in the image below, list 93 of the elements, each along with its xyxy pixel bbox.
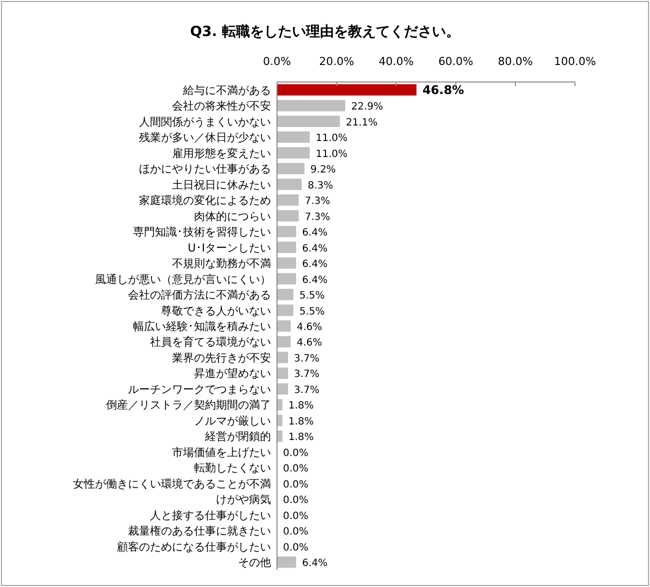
bar — [277, 368, 288, 379]
y-tick-label: 土日祝日に休みたい — [172, 178, 271, 192]
data-label: 7.3% — [304, 212, 330, 223]
data-label: 6.4% — [302, 558, 328, 570]
bar — [277, 178, 302, 190]
bar — [277, 210, 299, 222]
y-tick-label: 給与に不満がある — [182, 84, 271, 97]
y-tick-label: 経営が閉鎖的 — [204, 430, 271, 444]
y-tick-label: その他 — [238, 556, 271, 570]
data-label: 3.7% — [294, 353, 320, 364]
data-label: 6.4% — [302, 243, 328, 254]
data-label: 3.7% — [294, 369, 320, 380]
bar — [277, 162, 304, 174]
data-label: 4.6% — [296, 338, 322, 349]
data-label: 9.2% — [310, 164, 336, 176]
y-tick-label: 肉体的につらい — [194, 210, 271, 223]
bar — [277, 320, 291, 332]
data-label: 6.4% — [302, 259, 328, 270]
y-tick-label: 女性が働きにくい環境であることが不満 — [73, 477, 271, 490]
data-label: 0.0% — [283, 479, 308, 490]
x-tick-label: 100.0% — [554, 55, 596, 68]
data-label: 1.8% — [288, 432, 314, 444]
y-tick-label: 転勤したくない — [194, 462, 271, 475]
bar — [277, 352, 288, 364]
y-tick-label: ほかにやりたい仕事がある — [139, 162, 271, 176]
bar — [277, 336, 291, 348]
y-tick-label: 市場価値を上げたい — [172, 446, 271, 459]
data-label: 7.3% — [304, 196, 330, 208]
bar — [277, 414, 282, 426]
data-label: 21.1% — [346, 117, 378, 128]
y-tick-label: 残業が多い／休日が少ない — [139, 131, 271, 144]
x-tick-label: 60.0% — [438, 55, 474, 68]
bar — [277, 100, 346, 112]
y-tick-label: 顧客のためになる仕事がしたい — [117, 540, 271, 554]
y-tick-label: 尊敬できる人がいない — [161, 304, 271, 318]
y-tick-label: 家庭環境の変化によるため — [139, 194, 271, 208]
data-label: 22.9% — [351, 102, 384, 113]
y-tick-label: U･Iターンしたい — [188, 241, 271, 254]
bar — [277, 147, 310, 159]
y-tick-label: 雇用形態を変えたい — [172, 146, 271, 160]
bar — [277, 84, 416, 96]
bar — [277, 242, 296, 253]
data-label: 11.0% — [316, 133, 348, 144]
data-label: 46.8% — [422, 82, 464, 97]
x-tick-label: 80.0% — [498, 55, 533, 68]
data-label: 1.8% — [288, 416, 314, 428]
bar — [277, 304, 294, 316]
bar — [277, 383, 288, 395]
data-label: 0.0% — [283, 510, 308, 522]
y-tick-label: 業界の先行きが不安 — [172, 351, 271, 364]
bar — [277, 556, 296, 568]
y-tick-label: 昇進が望めない — [194, 367, 271, 380]
data-label: 0.0% — [283, 526, 308, 538]
bar — [277, 226, 296, 238]
y-tick-label: 人と接する仕事がしたい — [150, 508, 271, 522]
y-tick-label: 不規則な勤務が不満 — [172, 257, 271, 270]
data-label: 8.3% — [308, 180, 334, 192]
y-tick-label: 幅広い経験･知識を積みたい — [133, 320, 271, 333]
y-tick-label: 裁量権のある仕事に就きたい — [128, 524, 271, 538]
data-label: 6.4% — [302, 228, 328, 239]
data-label: 11.0% — [316, 148, 348, 160]
y-tick-label: ルーチンワークでつまらない — [128, 382, 271, 396]
x-tick-label: 0.0% — [263, 55, 291, 68]
data-label: 4.6% — [296, 322, 322, 333]
data-label: 0.0% — [283, 448, 308, 459]
bar — [277, 257, 296, 269]
bar — [277, 116, 340, 128]
data-label: 6.4% — [302, 274, 328, 286]
y-tick-label: 人間関係がうまくいかない — [139, 115, 271, 128]
data-label: 0.0% — [283, 464, 308, 475]
y-tick-label: 会社の評価方法に不満がある — [128, 288, 271, 302]
y-tick-label: 社員を育てる環境がない — [150, 336, 271, 349]
y-tick-label: けがや病気 — [216, 493, 271, 506]
bar — [277, 399, 282, 410]
data-label: 0.0% — [283, 495, 308, 506]
y-tick-label: 風通しが悪い（意見が言いにくい） — [95, 272, 271, 286]
x-tick-label: 20.0% — [319, 55, 354, 68]
bar — [277, 194, 299, 206]
chart-title: Q3. 転職をしたい理由を教えてください。 — [190, 23, 460, 40]
bar — [277, 273, 296, 284]
y-tick-label: 倒産／リストラ／契約期間の満了 — [106, 398, 271, 412]
data-label: 3.7% — [294, 384, 320, 396]
data-label: 5.5% — [299, 306, 325, 318]
data-label: 0.0% — [283, 542, 308, 554]
bar — [277, 131, 310, 143]
y-tick-label: ノルマが厳しい — [194, 414, 271, 428]
y-tick-label: 専門知識･技術を習得したい — [133, 226, 271, 239]
bar — [277, 430, 282, 442]
bar — [277, 288, 294, 300]
y-tick-label: 会社の将来性が不安 — [172, 100, 271, 113]
data-label: 1.8% — [288, 400, 314, 412]
x-tick-label: 40.0% — [378, 55, 414, 68]
data-label: 5.5% — [299, 290, 325, 302]
